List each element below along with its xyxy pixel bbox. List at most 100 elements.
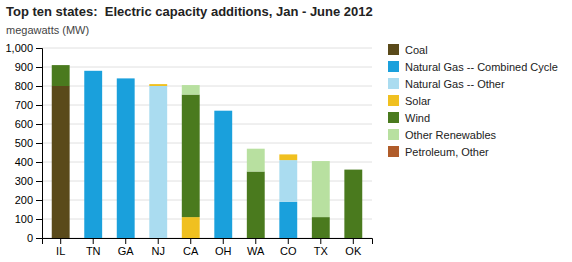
tick-mark xyxy=(36,124,42,125)
plot: ILTNGANJCAOHWACOTXOK01002003004005006007… xyxy=(5,42,372,257)
bar-segment xyxy=(182,95,200,218)
tick-mark xyxy=(190,238,191,244)
legend-item: Wind xyxy=(388,112,430,124)
bar-segment xyxy=(214,110,232,111)
tick: 1,000 xyxy=(5,42,42,54)
bar-segment xyxy=(247,148,265,149)
legend-item: Natural Gas -- Other xyxy=(388,78,505,90)
legend-label: Natural Gas -- Combined Cycle xyxy=(405,61,558,73)
tick: 600 xyxy=(15,118,42,130)
grid-line xyxy=(42,67,372,68)
tick-label: 300 xyxy=(15,175,33,187)
tick-label: GA xyxy=(118,245,135,257)
bar-segment xyxy=(117,78,135,79)
tick: 100 xyxy=(15,213,42,225)
tick: GA xyxy=(118,238,135,257)
grid-line xyxy=(42,48,372,49)
tick: WA xyxy=(247,238,265,257)
legend-label: Wind xyxy=(405,112,430,124)
tick-label: 0 xyxy=(27,232,33,244)
bar-segment xyxy=(52,65,70,66)
tick-label: 800 xyxy=(15,80,33,92)
bar-segment xyxy=(149,86,167,238)
tick: 400 xyxy=(15,156,42,168)
y-axis: 0 100 200 300 400 500 600 700 800 900 1,000 xyxy=(5,42,42,244)
tick: 700 xyxy=(15,99,42,111)
tick-label: 700 xyxy=(15,99,33,111)
legend-label: Natural Gas -- Other xyxy=(405,78,505,90)
tick: 800 xyxy=(15,80,42,92)
bar-segment xyxy=(117,78,135,79)
tick-mark xyxy=(36,200,42,201)
bar-segment xyxy=(279,154,297,155)
bar-segment xyxy=(182,85,200,86)
axis-line xyxy=(43,239,373,245)
series xyxy=(182,85,330,217)
tick-mark xyxy=(158,238,159,244)
grid xyxy=(42,48,372,238)
chart-container: Top ten states: Electric capacity additi… xyxy=(0,0,572,262)
bar-segment xyxy=(279,154,297,160)
bar-segment xyxy=(247,172,265,239)
bar-segment xyxy=(344,169,362,170)
series xyxy=(149,86,297,238)
tick-label: 400 xyxy=(15,156,33,168)
bar-segment xyxy=(312,161,330,162)
tick-mark xyxy=(36,105,42,106)
legend-swatch xyxy=(388,112,399,123)
series xyxy=(52,86,70,238)
bar-segment xyxy=(149,84,167,85)
tick: 0 xyxy=(27,232,42,244)
bar-segment xyxy=(312,161,330,217)
bar-segment xyxy=(52,65,70,86)
tick-mark xyxy=(36,219,42,220)
bar-segment xyxy=(117,78,135,79)
bar-segment xyxy=(312,217,330,238)
tick-mark xyxy=(288,238,289,244)
tick: IL xyxy=(56,238,65,257)
tick: NJ xyxy=(152,238,165,257)
tick-label: OH xyxy=(215,245,232,257)
bar-segment xyxy=(84,70,102,71)
tick-label: CO xyxy=(280,245,297,257)
tick-mark xyxy=(36,143,42,144)
tick: CO xyxy=(280,238,297,257)
legend-swatch xyxy=(388,61,399,72)
tick-label: WA xyxy=(247,245,265,257)
title: Top ten states: Electric capacity additi… xyxy=(6,4,373,19)
bar-segment xyxy=(214,111,232,238)
tick-label: 100 xyxy=(15,213,33,225)
tick-mark xyxy=(36,48,42,49)
legend-label: Solar xyxy=(405,95,431,107)
tick: 500 xyxy=(15,137,42,149)
tick-label: IL xyxy=(56,245,65,257)
bar-segment xyxy=(52,65,70,66)
tick-label: CA xyxy=(183,245,199,257)
tick-label: 900 xyxy=(15,61,33,73)
bar-segment xyxy=(149,84,167,85)
legend-swatch xyxy=(388,129,399,140)
tick: 200 xyxy=(15,194,42,206)
tick: 300 xyxy=(15,175,42,187)
legend-swatch xyxy=(388,95,399,106)
tick-mark xyxy=(125,238,126,244)
tick: 900 xyxy=(15,61,42,73)
legend-item: Petroleum, Other xyxy=(388,146,489,158)
series xyxy=(84,71,297,238)
legend-swatch xyxy=(388,44,399,55)
legend: CoalNatural Gas -- Combined CycleNatural… xyxy=(388,44,558,158)
tick: CA xyxy=(183,238,199,257)
legend-label: Other Renewables xyxy=(405,129,497,141)
tick-label: OK xyxy=(345,245,362,257)
legend-swatch xyxy=(388,146,399,157)
tick: TX xyxy=(314,238,329,257)
bars xyxy=(52,65,362,238)
bar-segment xyxy=(214,110,232,111)
tick-mark xyxy=(93,238,94,244)
legend-item: Natural Gas -- Combined Cycle xyxy=(388,61,558,73)
tick: OH xyxy=(215,238,232,257)
bar-segment xyxy=(344,169,362,170)
subtitle: megawatts (MW) xyxy=(6,24,89,36)
bar-segment xyxy=(117,78,135,79)
legend-item: Solar xyxy=(388,95,431,107)
